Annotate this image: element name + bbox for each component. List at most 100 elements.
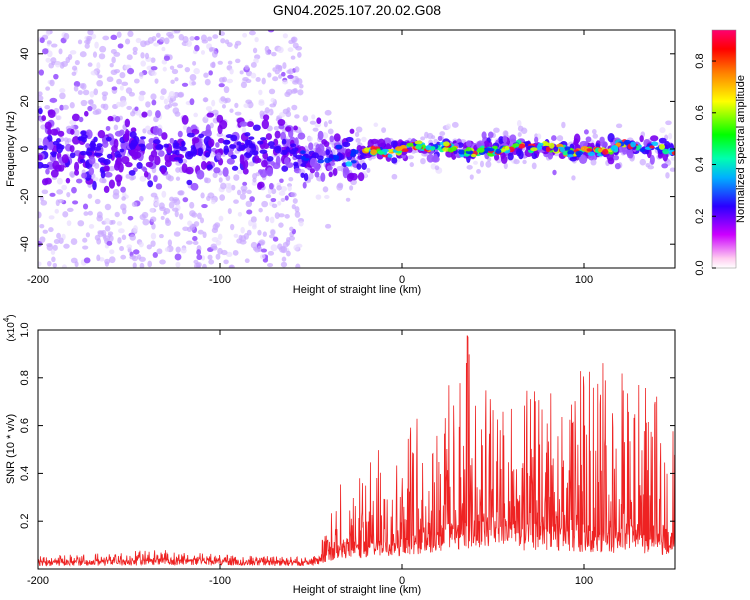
spectrogram-cell: [178, 158, 183, 164]
spectrogram-cell: [62, 104, 69, 110]
spectrogram-cell: [196, 249, 202, 256]
spectrogram-cell: [260, 137, 267, 141]
spectrogram-cell: [132, 51, 138, 56]
spectrogram-cell: [85, 143, 91, 149]
spectrogram-cell: [57, 130, 65, 137]
spectrogram-cell: [80, 99, 88, 107]
spectrogram-cell: [49, 192, 56, 197]
snr-frame: [37, 329, 676, 570]
spectrogram-cell: [585, 136, 592, 143]
spectrogram-cell: [61, 61, 68, 67]
spectrogram-cell: [93, 146, 102, 151]
spectrogram-cell: [216, 152, 222, 160]
spectrogram-cell: [297, 51, 302, 58]
spectrogram-cell: [261, 119, 270, 130]
spectrogram-cell: [121, 155, 130, 165]
spectrogram-cell: [323, 121, 328, 128]
spectrogram-cell: [139, 195, 144, 202]
spectrogram-cell: [71, 65, 78, 71]
spectrogram-cell: [240, 226, 245, 234]
spectrogram-cell: [38, 95, 44, 101]
snr-y-tick-label: 0.8: [19, 370, 31, 385]
spectrogram-cell: [107, 115, 114, 122]
spectrogram-cell: [38, 137, 43, 143]
spectrogram-cell: [476, 168, 481, 174]
spectrogram-cell: [233, 233, 239, 238]
spectrogram-cell: [277, 200, 282, 206]
spectrogram-cell: [61, 154, 69, 164]
spectrogram-cell: [136, 162, 143, 170]
spectrogram-cell: [61, 264, 67, 268]
spectrogram-cell: [232, 249, 239, 256]
spectrogram-cell: [298, 220, 304, 227]
spectrogram-cell: [587, 151, 595, 157]
spectrogram-cell: [47, 141, 54, 151]
spectrogram-cell: [294, 66, 300, 73]
spectrogram-cell: [89, 142, 97, 148]
spectrogram-cell: [116, 78, 123, 85]
spectrogram-cell: [106, 153, 113, 159]
spectrogram-cell: [248, 136, 255, 140]
spectrogram-cell: [153, 139, 161, 145]
spectrogram-cell: [537, 142, 544, 147]
spectrogram-cell: [177, 130, 183, 138]
spectrogram-cell: [38, 69, 44, 76]
spectrogram-cell: [553, 146, 559, 152]
spectrogram-cell: [547, 151, 554, 160]
spectrogram-cell: [210, 243, 218, 250]
spectrogram-cell: [272, 236, 279, 242]
spectrogram-cell: [245, 79, 252, 84]
spectrogram-cell: [312, 127, 319, 132]
spectrogram-cell: [38, 107, 43, 115]
spectrogram-cell: [246, 121, 254, 128]
spectrogram-cell: [615, 142, 622, 147]
spectrogram-cell: [48, 227, 54, 233]
spectrogram-cell: [189, 73, 197, 81]
spectrogram-cell: [252, 173, 258, 180]
spectrogram-cell: [481, 131, 487, 140]
spectrogram-cell: [255, 76, 261, 82]
spectrogram-cell: [130, 127, 137, 133]
spectrogram-cell: [193, 68, 200, 75]
spectrogram-cell: [280, 131, 287, 141]
spectrogram-cell: [94, 198, 101, 205]
spectrogram-cell: [121, 100, 127, 107]
spectrogram-cell: [657, 153, 663, 159]
spectrogram-cell: [503, 162, 508, 170]
spectrogram-cell: [265, 215, 270, 223]
spectrogram-cell: [215, 253, 221, 260]
spectrogram-cell: [108, 165, 116, 172]
snr-panel: -200 -100 0 100 0.2 0.4 0.6 0.8 1.0 Height of s…: [2, 314, 676, 596]
spectrogram-cell: [202, 263, 207, 268]
spectrogram-cell: [271, 51, 277, 57]
spectrogram-cell: [564, 146, 571, 151]
spectrogram-cell: [308, 142, 314, 151]
spectrogram-cell: [99, 45, 107, 53]
spectrogram-cell: [377, 138, 386, 149]
spectrogram-cell: [121, 234, 127, 241]
spectrogram-cell: [139, 256, 146, 262]
spectrogram-cell: [200, 160, 207, 170]
spectrogram-y-tick-label: 20: [19, 95, 31, 107]
spectrogram-cell: [204, 78, 211, 86]
spectrogram-cell: [164, 104, 171, 110]
spectrogram-cell: [46, 243, 53, 248]
spectrogram-cell: [90, 70, 98, 76]
spectrogram-cell: [44, 177, 52, 185]
colorbar-tick-label: 0.8: [694, 53, 706, 68]
spectrogram-cell: [236, 189, 242, 196]
spectrogram-cell: [56, 232, 61, 239]
spectrogram-cell: [155, 144, 164, 151]
spectrogram-cell: [420, 157, 426, 165]
spectrogram-cell: [223, 148, 230, 154]
spectrogram-cell: [487, 148, 495, 152]
spectrogram-cell: [50, 151, 58, 156]
spectrogram-cell: [89, 91, 95, 98]
spectrogram-cell: [63, 32, 70, 40]
spectrogram-cell: [265, 133, 273, 141]
spectrogram-cell: [66, 192, 71, 198]
spectrogram-cell: [92, 180, 97, 191]
spectrogram-cell: [272, 162, 281, 170]
spectrogram-cell: [218, 215, 224, 222]
snr-x-tick-label: -200: [27, 575, 49, 587]
